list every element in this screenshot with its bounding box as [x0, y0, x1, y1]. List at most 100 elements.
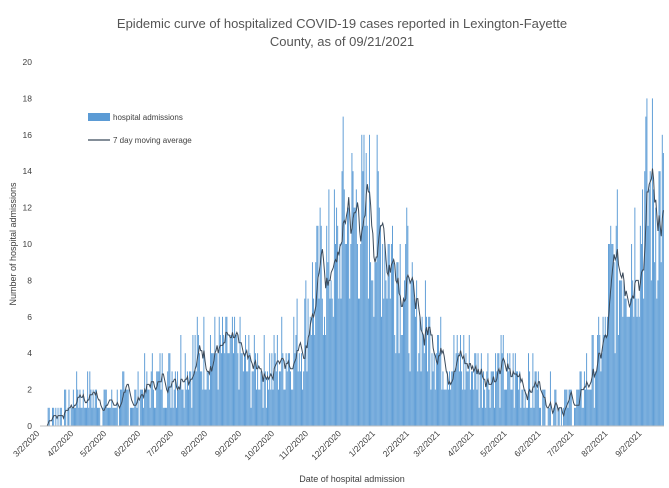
- admission-bar: [231, 316, 233, 426]
- x-tick-label: 9/2/2020: [213, 428, 244, 459]
- admission-bar: [199, 353, 200, 426]
- moving-average-line: [40, 168, 664, 427]
- admission-bar: [224, 353, 226, 426]
- admission-bar: [141, 389, 143, 426]
- admission-bar: [71, 407, 73, 426]
- admission-bar: [298, 353, 300, 426]
- admission-bar: [356, 244, 358, 426]
- admission-bar: [592, 335, 594, 426]
- admission-bar: [307, 298, 309, 426]
- admission-bar: [364, 225, 366, 426]
- admission-bar: [245, 335, 247, 426]
- admission-bar: [212, 353, 214, 426]
- admission-bar: [81, 407, 83, 426]
- admission-bar: [186, 371, 188, 426]
- admission-bar: [645, 116, 647, 426]
- admission-bar: [654, 262, 656, 426]
- admission-bar: [240, 353, 242, 426]
- admission-bar: [453, 335, 455, 426]
- admission-bar: [331, 298, 333, 426]
- admission-bar: [521, 389, 523, 426]
- admission-bar: [469, 389, 471, 426]
- admission-bar: [428, 316, 430, 426]
- y-tick-label: 4: [27, 348, 32, 358]
- admission-bar: [596, 371, 597, 426]
- admission-bar: [400, 335, 402, 426]
- admission-bar: [118, 407, 120, 426]
- admission-bar: [365, 153, 367, 426]
- admission-bar: [375, 262, 377, 426]
- admission-bar: [611, 244, 613, 426]
- admission-bar: [322, 335, 324, 426]
- admission-bar: [507, 353, 509, 426]
- admission-bar: [206, 371, 208, 426]
- admission-bar: [633, 316, 635, 426]
- admission-bar: [90, 389, 92, 426]
- admission-bar: [105, 389, 107, 426]
- admission-bar: [661, 134, 663, 427]
- admission-bar: [484, 389, 486, 426]
- admission-bar: [152, 389, 154, 426]
- admission-bar: [223, 335, 225, 426]
- admission-bar: [258, 389, 260, 426]
- admission-bar: [317, 225, 319, 426]
- admission-bar: [252, 371, 254, 426]
- admission-bar: [274, 353, 276, 426]
- admission-bar: [621, 280, 623, 426]
- admission-bar: [315, 262, 317, 426]
- admission-bar: [318, 298, 320, 426]
- admission-bar: [222, 316, 223, 426]
- legend-bar-label: hospital admissions: [113, 113, 183, 122]
- admission-bar: [217, 389, 219, 426]
- admission-bar: [313, 298, 315, 426]
- admission-bar: [189, 371, 191, 426]
- chart-title-line-2: County, as of 09/21/2021: [270, 34, 414, 49]
- admission-bar: [192, 335, 194, 426]
- admission-bar: [226, 316, 228, 426]
- admission-bar: [566, 389, 568, 426]
- admission-bar: [290, 371, 291, 426]
- admission-bar: [503, 389, 505, 426]
- admission-bar: [196, 316, 198, 426]
- admission-bar: [465, 353, 467, 426]
- admission-bar: [148, 389, 150, 426]
- admission-bar: [388, 244, 390, 426]
- admission-bar: [80, 407, 82, 426]
- admission-bar: [537, 371, 539, 426]
- admission-bar: [615, 225, 617, 426]
- admission-bar: [480, 353, 482, 426]
- admission-bar: [540, 407, 542, 426]
- admission-bar: [209, 335, 211, 426]
- x-tick-label: 7/2/2021: [545, 428, 576, 459]
- admission-bar: [287, 353, 289, 426]
- y-tick-label: 18: [23, 93, 33, 103]
- admission-bar: [338, 298, 340, 426]
- admission-bar: [568, 389, 570, 426]
- admission-bar: [297, 371, 299, 426]
- admission-bar: [360, 244, 362, 426]
- admission-bar: [478, 407, 480, 426]
- x-tick-label: 3/2/2020: [11, 428, 42, 459]
- admission-bar: [475, 353, 477, 426]
- admission-bar: [651, 98, 653, 427]
- admission-bar: [228, 353, 230, 426]
- admission-bar: [293, 316, 295, 426]
- admission-bar: [608, 244, 610, 426]
- admission-bar: [291, 389, 293, 426]
- admission-bar: [292, 389, 294, 426]
- admission-bar: [637, 298, 639, 426]
- admission-bar: [613, 262, 615, 426]
- admission-bar: [542, 389, 544, 426]
- admission-bar: [103, 389, 105, 426]
- admission-bar: [156, 371, 158, 426]
- admission-bar: [275, 371, 277, 426]
- admission-bar: [417, 371, 419, 426]
- x-tick-label: 6/2/2020: [112, 428, 143, 459]
- admission-bar: [183, 407, 185, 426]
- admission-bar: [251, 371, 253, 426]
- admission-bar: [555, 389, 557, 426]
- admission-bar: [294, 353, 296, 426]
- admission-bar: [179, 389, 181, 426]
- admission-bar: [659, 171, 661, 426]
- admission-bar: [438, 335, 440, 426]
